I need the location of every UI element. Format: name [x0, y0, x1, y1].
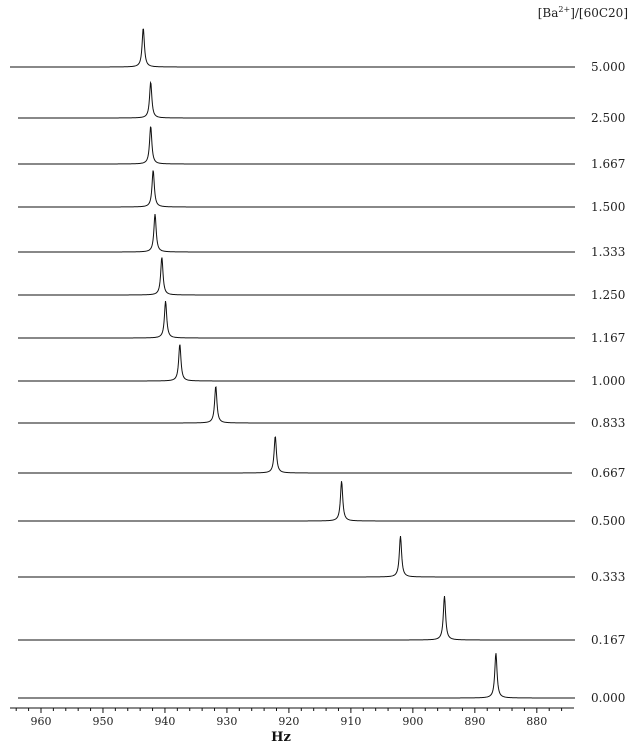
spectrum-0.167	[18, 595, 575, 641]
ratio-label-0.833: 0.833	[591, 416, 625, 430]
x-tick-label-960: 960	[30, 715, 51, 728]
x-tick-label-880: 880	[526, 715, 547, 728]
x-tick-label-900: 900	[402, 715, 423, 728]
ratio-label-2.500: 2.500	[591, 111, 625, 125]
spectra-group: 5.000 2.500 1.667 1.500 1.333 1.250 1.167 1.000…	[10, 28, 625, 705]
legend-title: [Ba2+]/[60C20]	[538, 5, 628, 20]
ratio-label-1.667: 1.667	[591, 157, 625, 171]
ratio-label-0.333: 0.333	[591, 570, 625, 584]
x-axis-label: Hz	[271, 730, 291, 745]
spectrum-5.000	[10, 28, 575, 68]
legend-title-superscript: 2+	[558, 5, 570, 14]
x-tick-label-920: 920	[278, 715, 299, 728]
spectrum-0.833	[18, 386, 575, 424]
ratio-label-0.000: 0.000	[591, 691, 625, 705]
ratio-label-5.000: 5.000	[591, 60, 625, 74]
spectrum-2.500	[18, 80, 575, 119]
x-tick-label-950: 950	[92, 715, 113, 728]
ratio-label-1.167: 1.167	[591, 331, 625, 345]
spectrum-0.000	[18, 653, 575, 699]
spectrum-0.500	[18, 481, 575, 522]
ratio-label-1.500: 1.500	[591, 200, 625, 214]
spectrum-0.333	[18, 535, 575, 578]
x-axis: 960 950 940 930 920 910 900 890 880	[10, 707, 574, 728]
spectrum-1.167	[18, 301, 575, 339]
ratio-label-0.667: 0.667	[591, 466, 625, 480]
ratio-label-1.250: 1.250	[591, 288, 625, 302]
ratio-label-1.333: 1.333	[591, 245, 625, 259]
ratio-label-1.000: 1.000	[591, 374, 625, 388]
x-tick-label-940: 940	[154, 715, 175, 728]
ratio-label-0.500: 0.500	[591, 514, 625, 528]
spectrum-0.667	[18, 436, 572, 474]
x-tick-label-930: 930	[216, 715, 237, 728]
spectrum-1.333	[18, 213, 575, 253]
ratio-label-0.167: 0.167	[591, 633, 625, 647]
spectrum-1.500	[18, 170, 575, 208]
spectrum-1.667	[18, 126, 575, 165]
x-tick-label-910: 910	[340, 715, 361, 728]
spectrum-1.000	[18, 344, 575, 382]
legend-title-suffix: ]/[60C20]	[570, 6, 628, 20]
x-tick-label-890: 890	[464, 715, 485, 728]
spectrum-1.250	[18, 257, 575, 296]
legend-title-prefix: [Ba	[538, 6, 559, 20]
